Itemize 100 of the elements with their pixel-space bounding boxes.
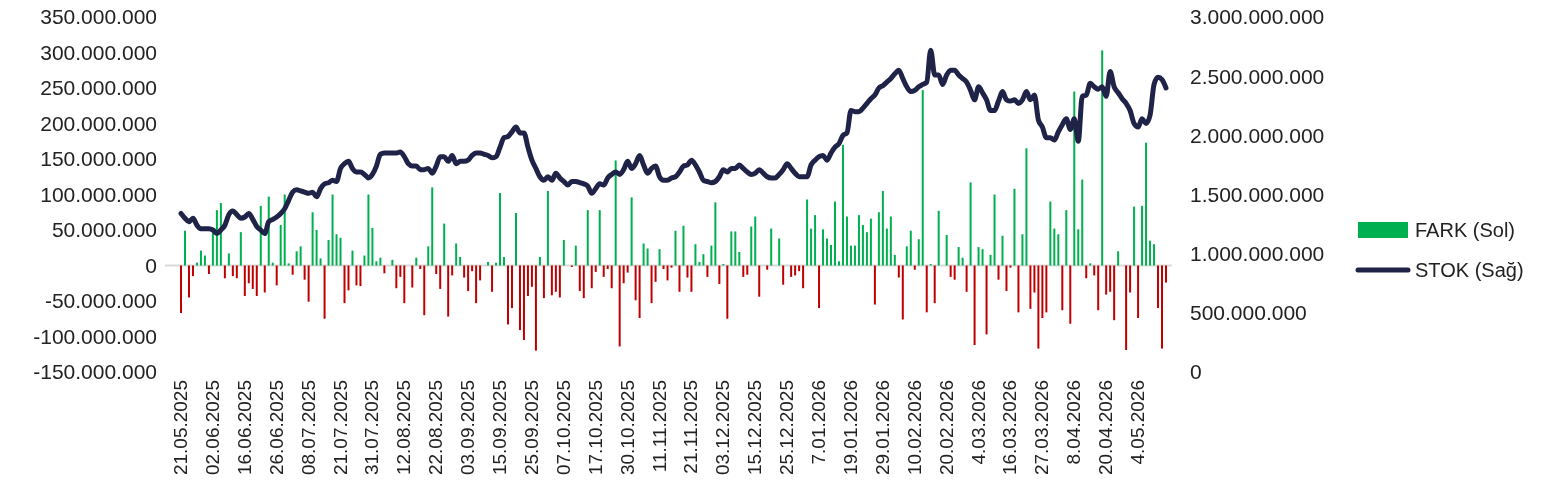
bar — [718, 265, 721, 284]
bar — [798, 265, 801, 272]
bar — [546, 190, 549, 266]
x-tick-label: 4.03.2026 — [967, 380, 989, 465]
x-tick-label: 10.02.2026 — [903, 380, 925, 476]
bar — [650, 265, 653, 304]
bar — [969, 182, 972, 266]
bar — [359, 265, 362, 287]
bar — [550, 265, 553, 296]
bar — [1005, 265, 1008, 292]
bar — [423, 265, 426, 316]
bar — [395, 265, 398, 289]
bar — [507, 265, 509, 325]
x-tick-label: 4.05.2026 — [1127, 380, 1149, 465]
bar — [191, 265, 194, 277]
bar — [834, 201, 837, 266]
y-tick-label: 200.000.000 — [40, 111, 157, 135]
bar — [1033, 265, 1036, 293]
bar — [1077, 229, 1080, 266]
bar — [1125, 265, 1128, 350]
y-tick-label: 150.000.000 — [40, 147, 157, 171]
bar — [379, 257, 382, 266]
bar — [367, 194, 370, 266]
bar — [1069, 265, 1072, 324]
bar — [897, 265, 900, 278]
bar — [849, 245, 852, 266]
bar — [714, 202, 717, 266]
bar — [921, 90, 924, 266]
bar — [514, 212, 517, 266]
bar — [203, 255, 206, 266]
bar — [754, 216, 757, 266]
bar — [1117, 251, 1120, 266]
bar — [622, 265, 625, 284]
bar — [710, 245, 713, 266]
y2-tick-label: 500.000.000 — [1190, 301, 1307, 325]
bar — [1013, 188, 1016, 266]
bar — [853, 245, 856, 266]
x-tick-label: 25.12.2025 — [776, 380, 798, 476]
bar — [291, 265, 294, 275]
bar — [491, 265, 494, 292]
bar — [734, 231, 737, 266]
bar — [534, 265, 537, 351]
y2-tick-label: 2.000.000.000 — [1190, 123, 1325, 147]
bar — [1109, 265, 1112, 292]
bar — [730, 231, 733, 266]
bar — [1057, 234, 1060, 266]
x-tick-label: 7.01.2026 — [808, 380, 830, 465]
x-tick-label: 21.07.2025 — [329, 380, 351, 476]
x-tick-label: 02.06.2025 — [201, 380, 223, 476]
bar — [279, 225, 282, 266]
bar — [339, 237, 342, 266]
bar — [682, 225, 685, 266]
bar — [770, 228, 773, 266]
bar — [447, 265, 450, 317]
bar — [678, 265, 681, 292]
bar — [814, 215, 817, 266]
bar — [435, 265, 438, 275]
bar — [957, 247, 960, 266]
bar — [658, 249, 661, 266]
bar — [411, 265, 414, 288]
x-tick-label: 20.02.2026 — [935, 380, 957, 476]
bar — [646, 248, 649, 266]
y2-tick-label: 0 — [1190, 360, 1202, 384]
bar — [180, 265, 182, 314]
bar — [642, 243, 645, 266]
x-tick-label: 20.04.2026 — [1095, 380, 1117, 476]
bar — [726, 265, 729, 319]
bar — [881, 190, 884, 266]
bar — [1129, 265, 1132, 293]
bar — [1065, 210, 1068, 266]
bar — [1073, 91, 1076, 266]
bar — [467, 265, 470, 292]
bar — [1085, 265, 1088, 279]
bar — [351, 250, 354, 266]
bar — [1153, 244, 1156, 266]
x-tick-label: 11.11.2025 — [648, 380, 670, 473]
bar — [538, 256, 541, 266]
bar — [877, 212, 880, 266]
bar — [403, 265, 406, 304]
bar — [1089, 263, 1092, 266]
bar — [670, 265, 673, 268]
bar — [1025, 148, 1028, 266]
x-tick-label: 21.05.2025 — [170, 380, 191, 476]
bar — [307, 265, 310, 302]
bar — [933, 265, 936, 304]
x-tick-label: 16.06.2025 — [233, 380, 255, 476]
bar — [439, 265, 442, 289]
bar — [582, 265, 585, 299]
bar — [183, 230, 186, 266]
y-tick-label: 50.000.000 — [51, 218, 157, 242]
bar — [909, 230, 912, 266]
bar — [495, 262, 498, 266]
x-tick-label: 31.07.2025 — [361, 380, 383, 476]
bar — [526, 265, 529, 297]
bar — [822, 229, 825, 266]
bar — [323, 265, 326, 319]
x-tick-label: 07.10.2025 — [552, 380, 574, 476]
bar — [558, 265, 561, 298]
bar — [1037, 265, 1040, 349]
bar — [806, 199, 809, 266]
